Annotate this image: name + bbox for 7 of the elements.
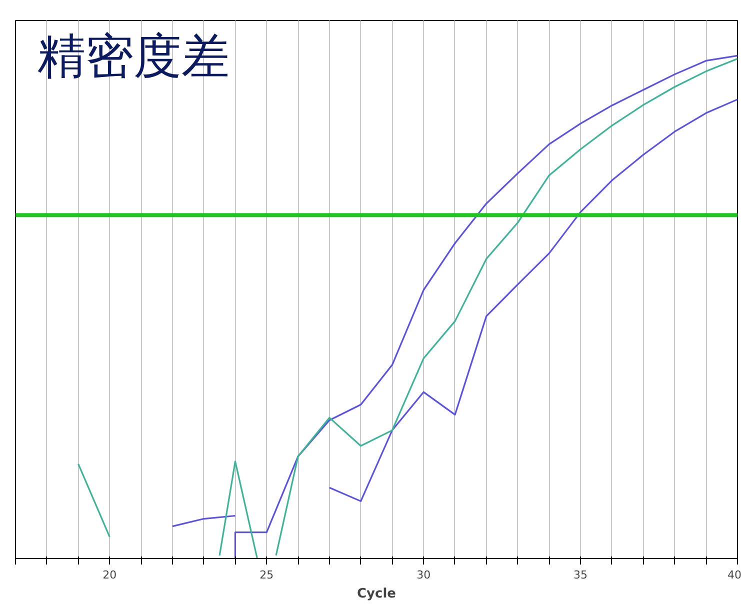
x-tick-label: 40 [728, 568, 741, 582]
x-tick-label: 30 [416, 568, 431, 582]
x-axis-title: Cycle [357, 586, 396, 602]
x-tick-label: 20 [102, 568, 117, 582]
x-tick-label: 35 [574, 568, 588, 582]
x-tick-label: 25 [260, 568, 274, 582]
chart-title: 精密度差 [38, 28, 230, 85]
